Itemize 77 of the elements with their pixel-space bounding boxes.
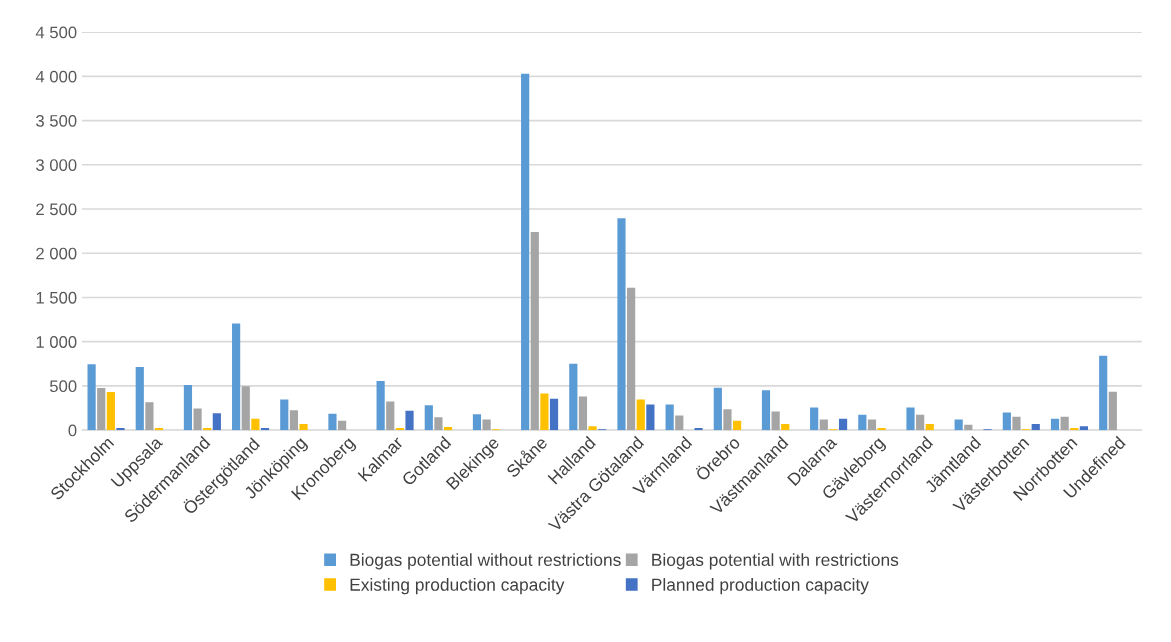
bar [810, 407, 819, 431]
bar [116, 427, 125, 431]
bar [1031, 423, 1040, 431]
bar [376, 381, 385, 431]
bar [723, 409, 732, 431]
bar [1002, 412, 1011, 431]
bar [212, 413, 221, 431]
bar [289, 410, 299, 431]
bar [193, 408, 202, 431]
bar [405, 410, 414, 431]
bar [771, 411, 780, 431]
bar [578, 396, 588, 431]
bar [665, 404, 674, 431]
bar [145, 402, 154, 431]
bar [733, 420, 742, 431]
bar [87, 364, 96, 431]
y-tick-label: 1 500 [36, 291, 77, 304]
bar [97, 388, 106, 431]
bar [761, 390, 771, 431]
legend-label: Planned production capacity [652, 578, 869, 595]
bar [713, 387, 722, 431]
bar [443, 427, 453, 431]
bar [1099, 355, 1108, 431]
legend-label: Biogas potential without restrictions [350, 553, 621, 570]
bar [964, 424, 973, 431]
bar [588, 426, 597, 431]
y-tick-label: 500 [49, 380, 77, 393]
bar [617, 218, 626, 431]
bar [954, 419, 963, 431]
bar [540, 393, 549, 431]
bar [386, 401, 395, 431]
bar [925, 423, 934, 431]
bar [521, 73, 530, 431]
bar [1050, 418, 1060, 431]
bar [867, 419, 877, 431]
bar [646, 404, 655, 431]
y-tick-label: 3 000 [36, 159, 77, 171]
bar [241, 386, 250, 431]
y-tick-label: 4 500 [35, 26, 77, 39]
bar [781, 423, 790, 431]
bar [338, 420, 347, 431]
bar [916, 414, 925, 431]
bar [675, 415, 684, 431]
bar [183, 385, 193, 431]
legend-label: Biogas potential with restrictions [652, 553, 899, 570]
y-tick-label: 4 000 [35, 70, 77, 83]
bar [569, 363, 578, 431]
bar [1060, 416, 1069, 431]
y-tick-label: 3 500 [36, 114, 77, 127]
bar [135, 366, 144, 431]
bar [280, 399, 289, 431]
y-tick-label: 2 500 [36, 203, 77, 216]
bar [694, 427, 703, 431]
y-tick-label: 0 [68, 424, 77, 437]
bar [819, 419, 828, 431]
legend-label: Existing production capacity [350, 578, 565, 595]
bar [106, 392, 115, 431]
bar [424, 405, 433, 431]
bar [434, 417, 443, 431]
bar [251, 418, 260, 431]
bar [549, 398, 559, 431]
bar [838, 418, 848, 431]
bar [299, 423, 308, 431]
y-tick-label: 1 000 [36, 336, 77, 348]
bar [627, 287, 636, 431]
bar [530, 232, 539, 431]
bar [1108, 391, 1117, 431]
bar [232, 323, 241, 431]
bar [472, 414, 482, 431]
bar [636, 399, 645, 431]
bar [328, 413, 337, 431]
bar [1012, 416, 1021, 431]
bar [858, 414, 867, 431]
bar [482, 419, 491, 431]
bar [1079, 426, 1089, 431]
bar [906, 407, 915, 431]
y-tick-label: 2 000 [36, 247, 77, 260]
